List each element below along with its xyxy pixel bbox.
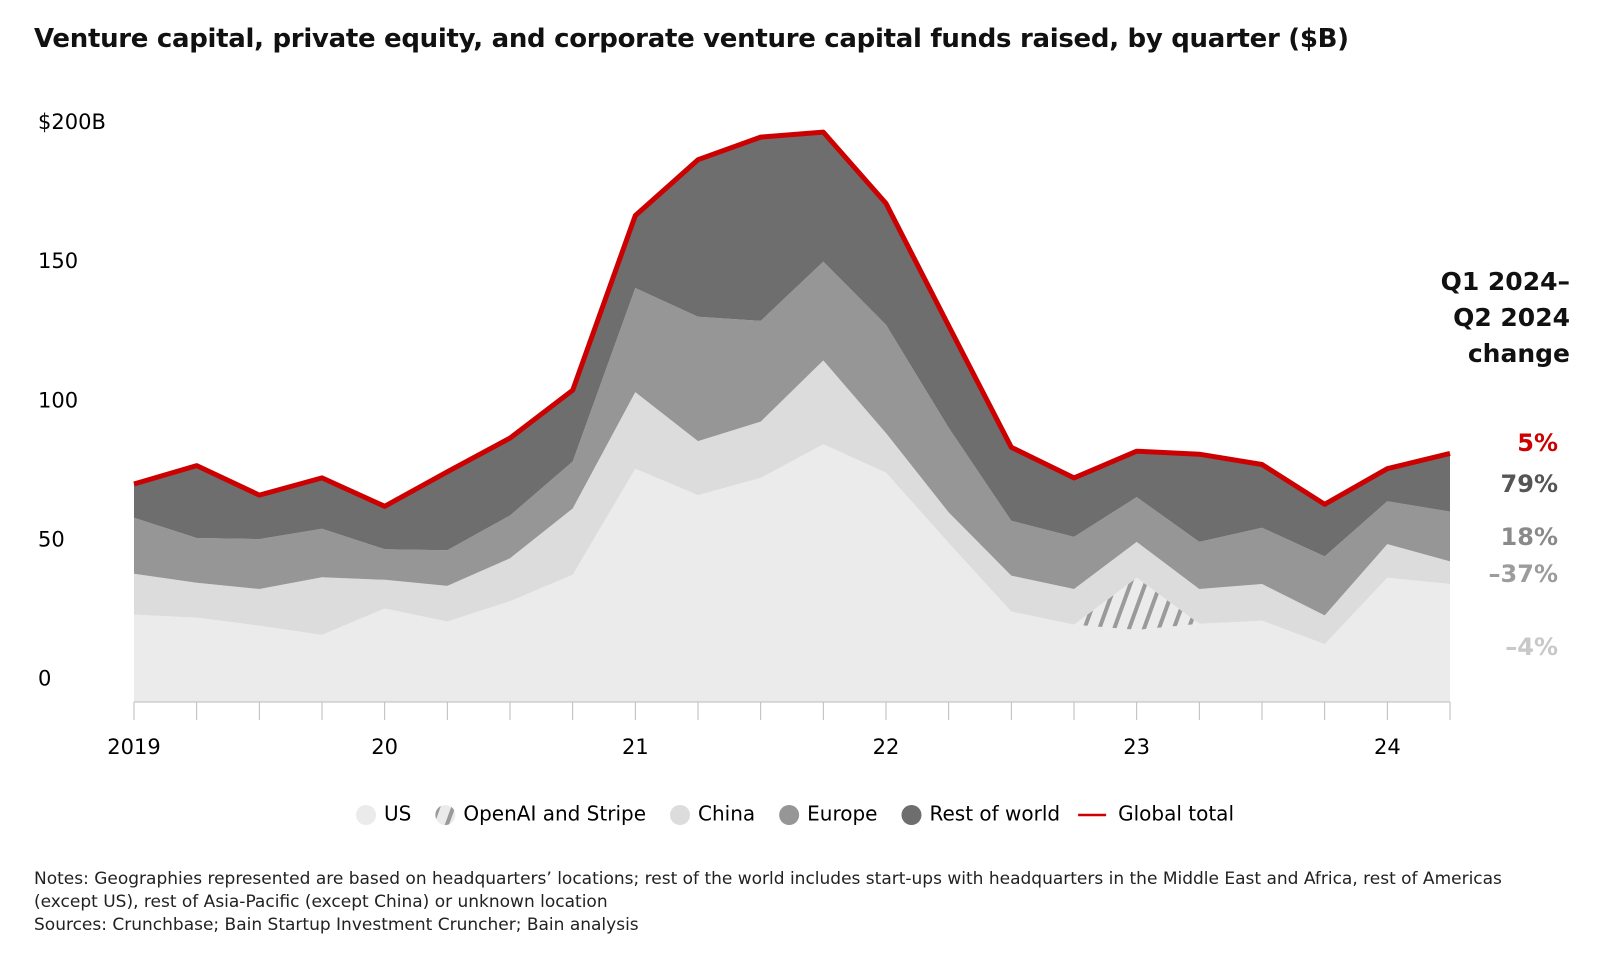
change-label: 79% (1501, 470, 1558, 498)
x-tick-label: 20 (371, 735, 398, 759)
area (134, 132, 1450, 557)
legend-label: Global total (1118, 802, 1234, 826)
area (134, 444, 1450, 702)
notes: Notes: Geographies represented are based… (34, 868, 1534, 937)
sources-text: Sources: Crunchbase; Bain Startup Invest… (34, 915, 639, 935)
y-tick-label: 0 (38, 667, 51, 691)
change-title: Q1 2024– Q2 2024 change (1440, 267, 1570, 368)
y-tick-label: 100 (38, 388, 78, 412)
area (134, 261, 1450, 616)
chart-title: Venture capital, private equity, and cor… (34, 24, 1349, 54)
change-label: 18% (1501, 523, 1558, 551)
y-tick-label: 50 (38, 528, 65, 552)
x-tick-label: 24 (1374, 735, 1401, 759)
change-label: 5% (1517, 429, 1558, 457)
legend-swatch (779, 805, 800, 825)
legend-swatch (670, 805, 690, 825)
x-tick-label: 2019 (107, 735, 160, 759)
total-line (133, 129, 1451, 509)
x-tick-label: 21 (622, 735, 649, 759)
legend-swatch (435, 805, 456, 825)
legend-swatch (356, 805, 376, 825)
change-label: –37% (1489, 560, 1558, 588)
area (134, 360, 1450, 645)
legend-label: OpenAI and Stripe (463, 802, 646, 826)
notes-text: Notes: Geographies represented are based… (34, 869, 1502, 912)
area (1074, 577, 1200, 630)
legend-label: China (698, 802, 755, 826)
legend-label: US (384, 802, 411, 826)
x-tick-label: 22 (873, 735, 900, 759)
legend-swatch (901, 805, 922, 825)
legend-label: Europe (807, 802, 877, 826)
change-label: –4% (1505, 633, 1558, 661)
y-tick-label: 150 (38, 249, 78, 273)
legend: US OpenAI and Stripe China Europe Rest of wo… (356, 802, 1234, 826)
y-tick-label: $200B (38, 110, 106, 134)
legend-label: Rest of world (929, 802, 1060, 826)
x-tick-label: 23 (1123, 735, 1150, 759)
